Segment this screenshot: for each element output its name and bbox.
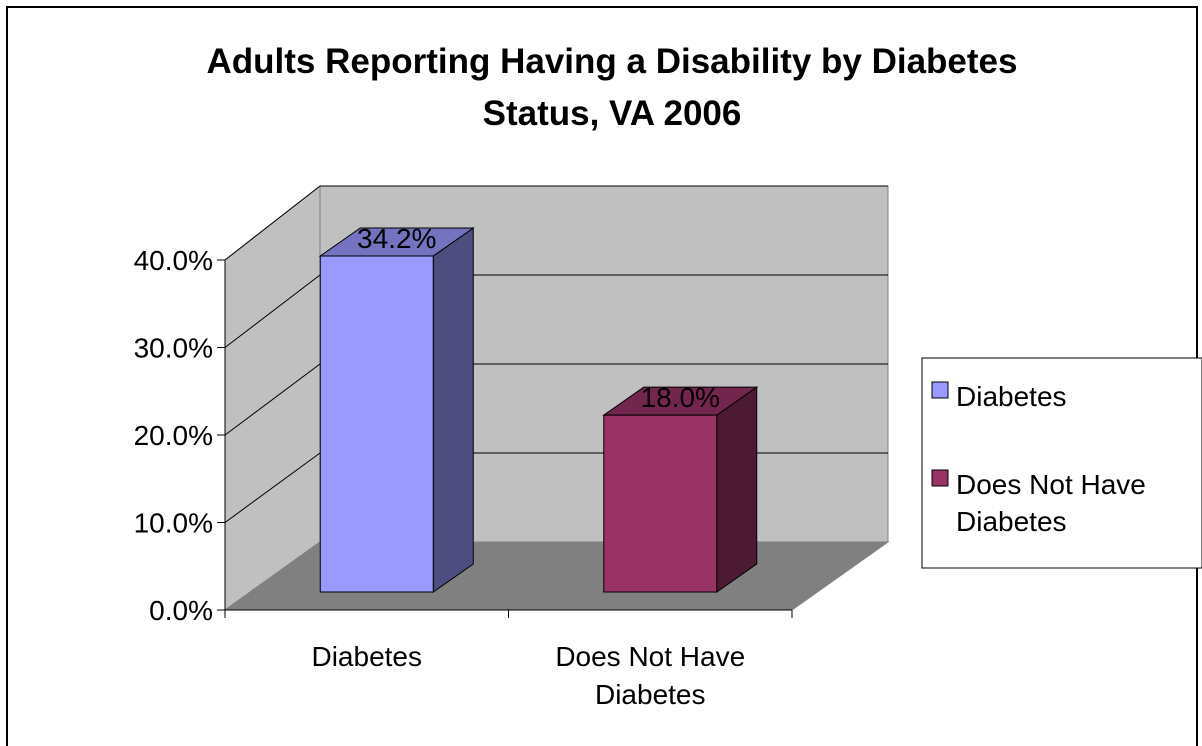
bar-side: [716, 386, 758, 593]
legend-label-2: Diabetes: [956, 506, 1067, 537]
chart-title-line-2: Status, VA 2006: [483, 94, 742, 133]
data-label-2: 18.0%: [641, 382, 720, 413]
x-category-label: Diabetes: [595, 679, 706, 710]
legend-label-1: Diabetes: [956, 381, 1067, 412]
gridline-side: [224, 185, 321, 261]
legend: Diabetes Does Not Have Diabetes: [921, 357, 1202, 569]
bar-side: [432, 227, 474, 593]
y-tick-label: 10.0%: [134, 508, 213, 539]
side-wall: [224, 184, 321, 611]
legend-swatch-2: [931, 469, 949, 487]
chart-title: Adults Reporting Having a Disability by …: [207, 42, 1018, 133]
legend-label-2: Does Not Have: [956, 469, 1146, 500]
bar-front: [603, 414, 718, 593]
bar-1: [318, 227, 475, 593]
chart-title-line-1: Adults Reporting Having a Disability by …: [207, 42, 1018, 81]
bar-2: [602, 386, 759, 593]
y-tick-label: 40.0%: [134, 245, 213, 276]
y-tick-label: 30.0%: [134, 333, 213, 364]
legend-box: [921, 357, 1202, 569]
y-tick-label: 0.0%: [149, 595, 213, 626]
gridline-side: [224, 452, 321, 523]
plot-area: 0.0% 10.0% 20.0% 30.0% 40.0% 34.2% Diabetes 18.…: [134, 184, 890, 710]
data-label-1: 34.2%: [357, 223, 436, 254]
gridline-side: [224, 363, 321, 436]
bar-front: [319, 255, 434, 593]
x-category-label: Does Not Have: [555, 641, 745, 672]
y-tick-label: 20.0%: [134, 420, 213, 451]
gridline-side: [224, 274, 321, 348]
x-category-label: Diabetes: [311, 641, 422, 672]
legend-swatch-1: [931, 381, 949, 399]
